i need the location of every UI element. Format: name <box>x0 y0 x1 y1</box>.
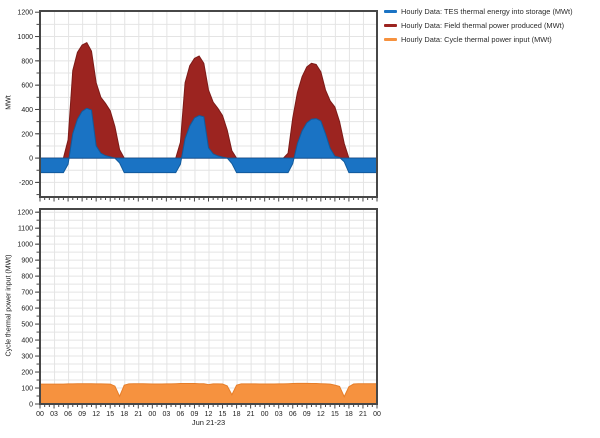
svg-text:600: 600 <box>21 83 33 90</box>
svg-text:300: 300 <box>21 354 33 361</box>
tes-storage-series-swatch-icon <box>384 9 397 13</box>
top-chart: 1200 1000 800 600 400 200 0 -200 <box>17 10 378 202</box>
legend-item-tes-storage: Hourly Data: TES thermal energy into sto… <box>384 4 573 18</box>
legend: Hourly Data: TES thermal energy into sto… <box>384 4 573 46</box>
svg-text:700: 700 <box>21 290 33 297</box>
svg-text:-200: -200 <box>19 180 33 187</box>
svg-text:900: 900 <box>21 258 33 265</box>
svg-text:600: 600 <box>21 306 33 313</box>
svg-text:21: 21 <box>247 411 255 418</box>
top-chart-ticks <box>35 11 378 202</box>
svg-text:18: 18 <box>120 411 128 418</box>
svg-text:18: 18 <box>345 411 353 418</box>
bottom-chart-grid <box>41 210 376 403</box>
svg-text:09: 09 <box>78 411 86 418</box>
svg-text:500: 500 <box>21 322 33 329</box>
bottom-chart: 1200110010009008007006005004003002001000… <box>17 208 381 418</box>
top-chart-border <box>39 10 378 198</box>
cycle-input-series-swatch-icon <box>384 37 397 41</box>
bottom-chart-y-axis-title: Cycle thermal power input (MWt) <box>5 254 13 357</box>
svg-text:1200: 1200 <box>17 210 33 217</box>
svg-text:06: 06 <box>64 411 72 418</box>
svg-text:15: 15 <box>331 411 339 418</box>
svg-text:1000: 1000 <box>17 34 33 41</box>
svg-text:1100: 1100 <box>18 226 33 233</box>
svg-text:800: 800 <box>21 274 33 281</box>
svg-text:12: 12 <box>92 411 100 418</box>
svg-text:03: 03 <box>50 411 58 418</box>
svg-text:100: 100 <box>21 386 33 393</box>
svg-text:21: 21 <box>134 411 142 418</box>
bottom-chart-border <box>39 208 378 405</box>
svg-text:12: 12 <box>205 411 213 418</box>
svg-text:15: 15 <box>219 411 227 418</box>
svg-text:12: 12 <box>317 411 325 418</box>
svg-text:0: 0 <box>29 402 33 409</box>
legend-item-label: Hourly Data: Cycle thermal power input (… <box>401 34 552 44</box>
svg-text:18: 18 <box>233 411 241 418</box>
svg-text:21: 21 <box>359 411 367 418</box>
svg-text:0: 0 <box>29 156 33 163</box>
svg-text:09: 09 <box>191 411 199 418</box>
svg-text:15: 15 <box>106 411 114 418</box>
bottom-chart-ticks <box>35 211 378 409</box>
svg-text:06: 06 <box>289 411 297 418</box>
svg-text:03: 03 <box>275 411 283 418</box>
legend-item-field-power: Hourly Data: Field thermal power produce… <box>384 18 573 32</box>
top-chart-y-axis-title: MWt <box>5 95 13 110</box>
svg-text:09: 09 <box>303 411 311 418</box>
bottom-chart-area-series <box>39 382 378 405</box>
svg-text:00: 00 <box>36 411 44 418</box>
top-chart-area-series <box>39 107 378 174</box>
legend-item-label: Hourly Data: TES thermal energy into sto… <box>401 6 573 16</box>
x-axis-title: Jun 21-23 <box>191 418 226 427</box>
svg-text:200: 200 <box>21 131 33 138</box>
bottom-chart-tick-labels: 1200110010009008007006005004003002001000… <box>17 210 381 418</box>
svg-text:1200: 1200 <box>17 10 33 17</box>
legend-item-cycle-input: Hourly Data: Cycle thermal power input (… <box>384 32 573 46</box>
legend-item-label: Hourly Data: Field thermal power produce… <box>401 20 565 30</box>
svg-text:03: 03 <box>162 411 170 418</box>
svg-text:400: 400 <box>21 338 33 345</box>
svg-text:800: 800 <box>21 58 33 65</box>
svg-text:00: 00 <box>261 411 269 418</box>
svg-text:200: 200 <box>21 370 33 377</box>
svg-text:400: 400 <box>21 107 33 114</box>
svg-text:1000: 1000 <box>17 242 33 249</box>
field-power-series-swatch-icon <box>384 23 397 27</box>
svg-text:00: 00 <box>373 411 381 418</box>
svg-text:06: 06 <box>177 411 185 418</box>
svg-text:00: 00 <box>148 411 156 418</box>
top-chart-tick-labels: 1200 1000 800 600 400 200 0 -200 <box>17 10 33 187</box>
top-chart-area-series <box>40 41 377 159</box>
